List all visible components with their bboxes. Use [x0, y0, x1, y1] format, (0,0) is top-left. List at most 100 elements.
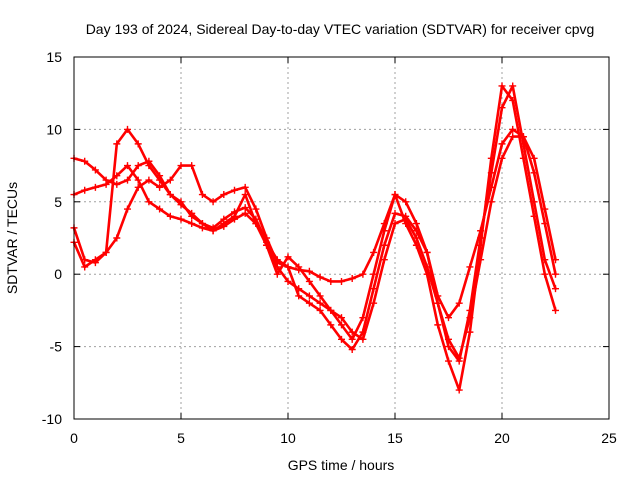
data-point	[466, 263, 474, 271]
data-point	[338, 314, 345, 322]
data-point	[145, 198, 153, 206]
data-point	[509, 96, 517, 104]
data-point	[359, 270, 367, 278]
data-point	[445, 343, 452, 351]
data-point	[530, 154, 538, 162]
data-point	[434, 299, 442, 307]
data-point	[316, 299, 324, 307]
data-point	[338, 277, 345, 285]
data-point	[81, 263, 89, 271]
data-point	[305, 267, 313, 275]
data-point	[252, 220, 260, 228]
series-layer	[70, 82, 559, 394]
data-point	[188, 220, 196, 228]
data-point	[487, 198, 495, 206]
data-point	[423, 248, 431, 256]
data-point	[198, 220, 206, 228]
data-point	[220, 220, 228, 228]
data-point	[402, 198, 410, 206]
data-point	[188, 212, 196, 220]
series-line	[72, 84, 557, 392]
data-point	[434, 321, 442, 329]
x-tick-label: 10	[280, 430, 296, 446]
data-point	[134, 183, 142, 191]
data-point	[188, 162, 196, 170]
data-point	[445, 357, 452, 365]
series-track-3	[70, 82, 559, 365]
data-point	[359, 314, 367, 322]
data-point	[124, 162, 131, 170]
data-point	[177, 198, 185, 206]
chart-title: Day 193 of 2024, Sidereal Day-to-day VTE…	[86, 21, 595, 37]
data-point	[327, 321, 335, 329]
data-point	[552, 256, 559, 264]
series-track-4	[70, 82, 559, 394]
data-point	[552, 270, 559, 278]
data-point	[316, 273, 324, 281]
data-point	[124, 176, 131, 184]
data-point	[370, 270, 378, 278]
data-point	[498, 154, 506, 162]
y-tick-label: -10	[42, 411, 62, 427]
data-point	[348, 275, 356, 283]
data-point	[498, 140, 506, 148]
data-point	[177, 162, 185, 170]
y-tick-label: 10	[46, 121, 62, 137]
data-point	[145, 162, 153, 170]
data-point	[370, 248, 378, 256]
data-point	[552, 306, 559, 314]
data-point	[316, 306, 324, 314]
data-point	[359, 328, 367, 336]
data-point	[177, 215, 185, 223]
x-tick-label: 25	[601, 430, 617, 446]
grid	[74, 57, 609, 419]
data-point	[209, 227, 217, 235]
x-tick-label: 0	[70, 430, 78, 446]
data-point	[348, 335, 356, 343]
data-point	[252, 205, 260, 213]
data-point	[338, 321, 345, 329]
data-point	[284, 263, 292, 271]
data-point	[552, 285, 559, 293]
data-point	[359, 335, 367, 343]
data-point	[509, 82, 517, 90]
axis-ticks: 0 5 10 15 20 25 -10 -5 0 5 10 15	[42, 49, 617, 446]
data-point	[509, 125, 517, 133]
y-tick-label: 15	[46, 49, 62, 65]
data-point	[134, 162, 142, 170]
data-point	[466, 328, 474, 336]
y-axis-label: SDTVAR / TECUs	[4, 182, 20, 294]
series-line	[72, 135, 557, 360]
data-point	[156, 183, 164, 191]
data-point	[412, 220, 420, 228]
data-point	[231, 212, 238, 220]
x-tick-label: 20	[494, 430, 510, 446]
data-point	[91, 256, 99, 264]
data-point	[241, 209, 249, 217]
data-point	[273, 259, 281, 267]
data-point	[445, 314, 452, 322]
data-point	[81, 157, 89, 165]
data-point	[156, 176, 164, 184]
y-tick-label: 0	[54, 266, 62, 282]
data-point	[124, 205, 131, 213]
data-point	[412, 241, 420, 249]
data-point	[91, 183, 99, 191]
data-point	[327, 306, 335, 314]
y-tick-label: -5	[50, 339, 63, 355]
data-point	[124, 125, 131, 133]
data-point	[348, 345, 356, 353]
data-point	[263, 241, 271, 249]
data-point	[509, 133, 517, 141]
data-point	[391, 191, 399, 199]
data-point	[102, 180, 110, 188]
data-point	[391, 209, 399, 217]
data-point	[145, 176, 153, 184]
data-point	[305, 299, 313, 307]
data-point	[402, 220, 410, 228]
data-point	[113, 234, 121, 242]
data-point	[541, 270, 549, 278]
plot-frame	[73, 56, 610, 420]
x-tick-label: 5	[177, 430, 185, 446]
data-point	[231, 186, 238, 194]
